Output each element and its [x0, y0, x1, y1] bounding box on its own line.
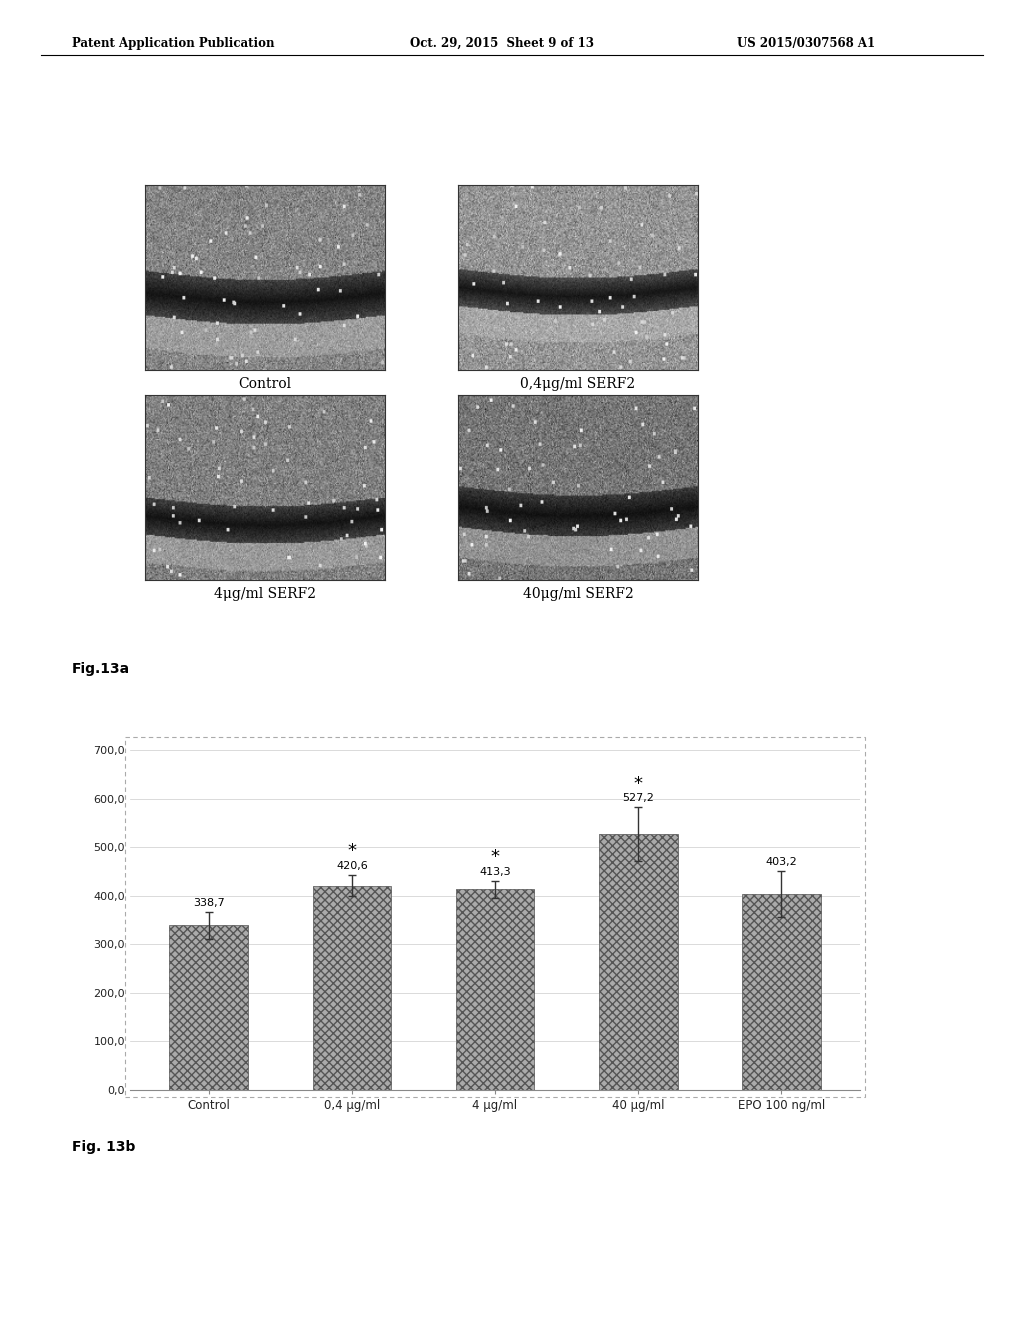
Text: Oct. 29, 2015  Sheet 9 of 13: Oct. 29, 2015 Sheet 9 of 13 [410, 37, 594, 50]
Bar [599, 834, 678, 1090]
Text: 0,4μg/ml SERF2: 0,4μg/ml SERF2 [520, 376, 636, 391]
Bar [742, 894, 820, 1090]
Text: Fig.13a: Fig.13a [72, 661, 130, 676]
Text: 40μg/ml SERF2: 40μg/ml SERF2 [522, 586, 634, 601]
Text: *: * [634, 775, 643, 792]
Text: 338,7: 338,7 [193, 898, 224, 908]
Text: Fig. 13b: Fig. 13b [72, 1140, 135, 1154]
Text: *: * [490, 847, 500, 866]
Text: Control: Control [239, 376, 292, 391]
Text: 527,2: 527,2 [623, 793, 654, 804]
Text: 420,6: 420,6 [336, 861, 368, 871]
Text: *: * [347, 842, 356, 861]
Text: 403,2: 403,2 [765, 857, 797, 867]
Bar [312, 886, 391, 1090]
Text: 413,3: 413,3 [479, 867, 511, 876]
Text: US 2015/0307568 A1: US 2015/0307568 A1 [737, 37, 876, 50]
Bar [169, 925, 248, 1090]
Text: Patent Application Publication: Patent Application Publication [72, 37, 274, 50]
Text: 4μg/ml SERF2: 4μg/ml SERF2 [214, 586, 316, 601]
Bar [456, 890, 535, 1090]
